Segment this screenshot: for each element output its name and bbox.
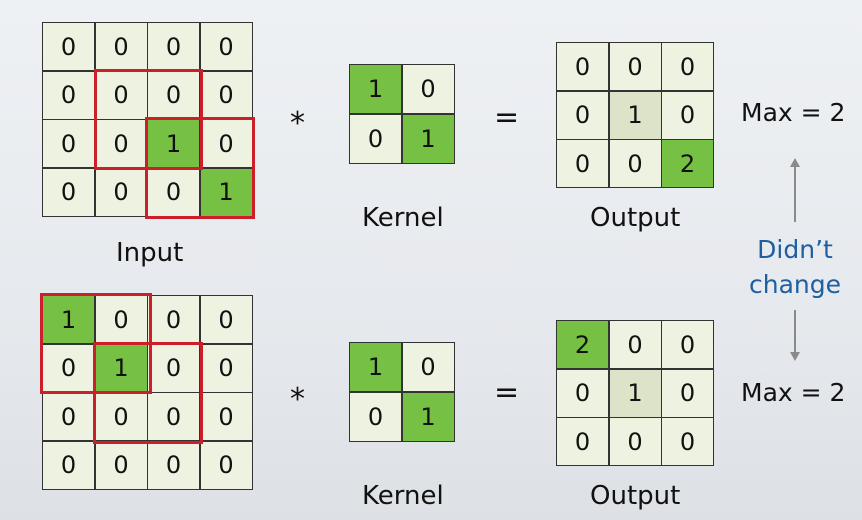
bottom-output-cell: 0: [557, 369, 608, 417]
note-line-2: change: [748, 270, 841, 299]
bottom-output-cell: 0: [609, 418, 661, 465]
top-input-cell: 0: [43, 168, 94, 216]
bottom-input-cell: 0: [95, 441, 147, 489]
bottom-input-cell: 0: [43, 344, 94, 392]
top-input-cell: 0: [43, 23, 94, 70]
top-max-label: Max = 2: [741, 98, 846, 127]
bottom-input-cell: 0: [200, 344, 252, 392]
top-kernel-cell: 0: [350, 114, 401, 163]
arrow-up-shaft: [794, 166, 796, 222]
bottom-input-cell: 0: [43, 441, 94, 489]
top-output-cell: 0: [557, 43, 608, 90]
top-output-cell: 0: [557, 91, 608, 139]
top-kernel-cell: 1: [350, 65, 401, 113]
top-input-cell: 0: [43, 71, 94, 119]
top-input-cell: 0: [200, 71, 252, 119]
top-output-label: Output: [590, 203, 681, 233]
note-line-1: Didn’t: [757, 235, 833, 264]
bottom-input-cell: 0: [148, 296, 199, 343]
bottom-kernel-cell: 0: [402, 343, 454, 391]
top-input-cell: 0: [200, 23, 252, 70]
bottom-input-cell: 0: [43, 393, 94, 440]
top-input-cell: 0: [95, 120, 147, 167]
top-output-cell: 0: [662, 91, 713, 139]
bottom-conv-operator: *: [290, 382, 305, 417]
arrow-down-shaft: [794, 310, 796, 352]
top-output-cell: 0: [662, 43, 713, 90]
top-input-cell: 0: [148, 23, 199, 70]
bottom-input-cell: 0: [95, 296, 147, 343]
top-input-cell: 0: [95, 23, 147, 70]
top-output-cell: 2: [662, 140, 713, 187]
bottom-kernel-cell: 1: [402, 392, 454, 441]
bottom-output-cell: 2: [557, 321, 608, 368]
bottom-max-label: Max = 2: [741, 378, 846, 407]
bottom-input-cell: 1: [95, 344, 147, 392]
bottom-output-label: Output: [590, 481, 681, 511]
bottom-input-cell: 0: [148, 393, 199, 440]
top-input-cell: 1: [148, 120, 199, 167]
bottom-eq-operator: =: [494, 375, 520, 410]
top-input-cell: 0: [95, 71, 147, 119]
top-input-label: Input: [116, 238, 184, 268]
top-output-cell: 0: [557, 140, 608, 187]
top-input-cell: 0: [148, 71, 199, 119]
bottom-input-cell: 0: [200, 296, 252, 343]
top-output-cell: 0: [609, 140, 661, 187]
bottom-input-cell: 0: [200, 441, 252, 489]
bottom-output-cell: 0: [557, 418, 608, 465]
bottom-input-cell: 1: [43, 296, 94, 343]
top-kernel-label: Kernel: [362, 203, 444, 233]
top-input-cell: 0: [95, 168, 147, 216]
top-input-cell: 0: [200, 120, 252, 167]
bottom-output-cell: 0: [662, 418, 713, 465]
bottom-input-cell: 0: [200, 393, 252, 440]
top-eq-operator: =: [494, 100, 520, 135]
top-output-cell: 1: [609, 91, 661, 139]
bottom-input-cell: 0: [95, 393, 147, 440]
bottom-output-cell: 0: [609, 321, 661, 368]
bottom-output-cell: 1: [609, 369, 661, 417]
bottom-kernel-label: Kernel: [362, 481, 444, 511]
top-kernel-cell: 0: [402, 65, 454, 113]
bottom-kernel-cell: 1: [350, 343, 401, 391]
bottom-input-cell: 0: [148, 344, 199, 392]
top-kernel-cell: 1: [402, 114, 454, 163]
bottom-input-cell: 0: [148, 441, 199, 489]
bottom-kernel-cell: 0: [350, 392, 401, 441]
top-input-cell: 0: [148, 168, 199, 216]
top-input-cell: 0: [43, 120, 94, 167]
top-output-cell: 0: [609, 43, 661, 90]
bottom-output-cell: 0: [662, 369, 713, 417]
bottom-output-cell: 0: [662, 321, 713, 368]
arrow-up-icon: [790, 158, 800, 167]
top-input-cell: 1: [200, 168, 252, 216]
top-conv-operator: *: [290, 106, 305, 141]
arrow-down-icon: [790, 352, 800, 361]
didnt-change-note: Didn’t change: [735, 232, 855, 302]
